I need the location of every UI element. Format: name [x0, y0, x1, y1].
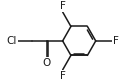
- Text: O: O: [42, 58, 51, 68]
- Text: Cl: Cl: [6, 36, 17, 46]
- Text: F: F: [60, 71, 66, 81]
- Text: F: F: [113, 36, 119, 46]
- Text: F: F: [60, 1, 66, 11]
